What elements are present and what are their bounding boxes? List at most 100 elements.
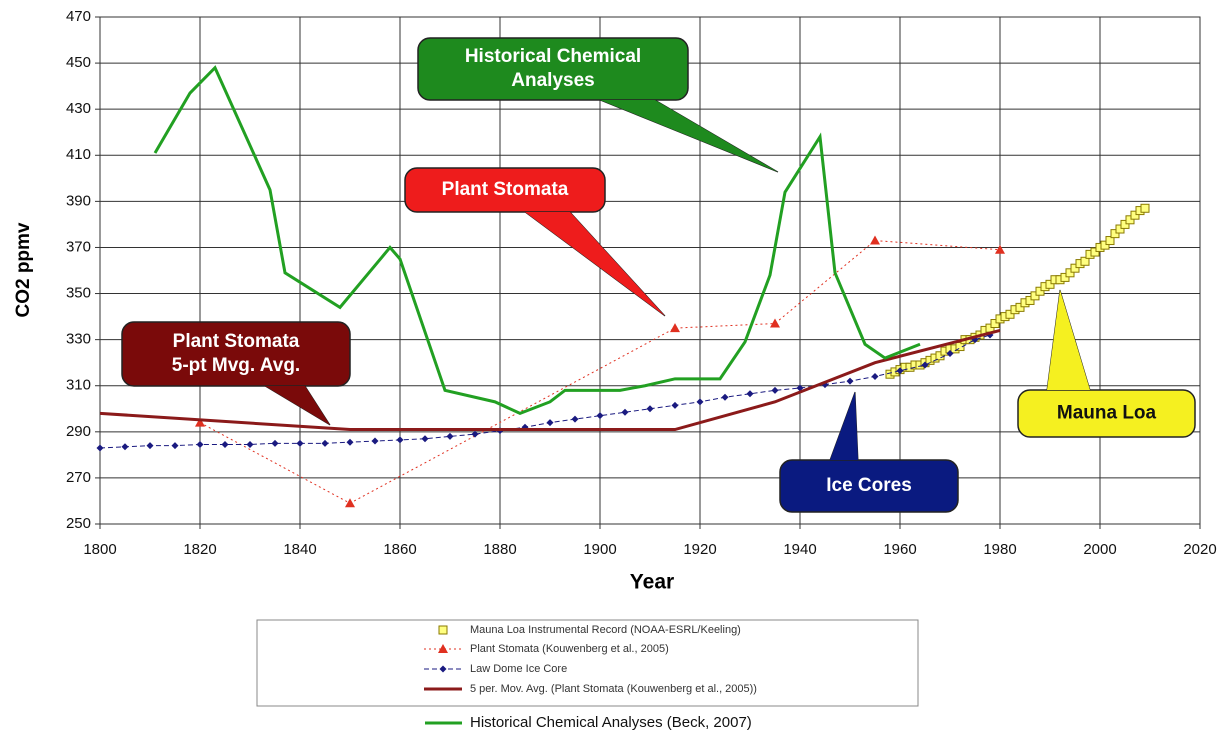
callout-text: Historical Chemical bbox=[465, 46, 641, 67]
x-tick-label: 1840 bbox=[283, 541, 316, 558]
x-tick-label: 1820 bbox=[183, 541, 216, 558]
marker bbox=[345, 498, 355, 508]
marker bbox=[746, 390, 754, 398]
marker bbox=[1015, 302, 1025, 312]
y-tick-label: 250 bbox=[66, 515, 91, 532]
marker bbox=[421, 435, 429, 443]
marker bbox=[696, 398, 704, 406]
callout-box bbox=[1017, 389, 1196, 438]
marker bbox=[1125, 215, 1135, 225]
marker bbox=[1060, 272, 1070, 282]
x-tick-label: 1940 bbox=[783, 541, 816, 558]
x-tick-label: 1880 bbox=[483, 541, 516, 558]
marker bbox=[621, 408, 629, 416]
marker bbox=[1005, 309, 1015, 319]
series-line bbox=[199, 240, 1001, 504]
callout-text: Mauna Loa bbox=[1057, 403, 1157, 424]
x-tick-label: 1860 bbox=[383, 541, 416, 558]
y-tick-label: 430 bbox=[66, 100, 91, 117]
marker bbox=[146, 442, 154, 450]
x-tick-label: 2000 bbox=[1083, 541, 1116, 558]
legend-label: Mauna Loa Instrumental Record (NOAA-ESRL… bbox=[470, 624, 741, 636]
x-axis-label: Year bbox=[630, 571, 674, 594]
marker bbox=[1140, 203, 1150, 213]
marker bbox=[646, 405, 654, 413]
callout-pointer-fill bbox=[1047, 290, 1090, 390]
marker bbox=[596, 412, 604, 420]
y-tick-label: 350 bbox=[66, 285, 91, 302]
marker bbox=[195, 417, 205, 427]
marker bbox=[721, 393, 729, 401]
x-tick-label: 1960 bbox=[883, 541, 916, 558]
marker bbox=[770, 318, 780, 328]
x-tick-label: 1980 bbox=[983, 541, 1016, 558]
marker bbox=[896, 367, 904, 375]
callout-text: 5-pt Mvg. Avg. bbox=[172, 355, 300, 376]
marker bbox=[990, 319, 1000, 329]
y-tick-label: 410 bbox=[66, 146, 91, 163]
callout-text: Ice Cores bbox=[826, 475, 912, 496]
marker bbox=[446, 432, 454, 440]
y-tick-label: 290 bbox=[66, 423, 91, 440]
legend-label: 5 per. Mov. Avg. (Plant Stomata (Kouwenb… bbox=[470, 683, 757, 695]
callout-text: Plant Stomata bbox=[173, 331, 300, 352]
marker bbox=[671, 401, 679, 409]
y-tick-label: 310 bbox=[66, 377, 91, 394]
marker bbox=[471, 430, 479, 438]
callout-pointer-fill bbox=[830, 392, 858, 460]
marker bbox=[1025, 295, 1035, 305]
callout-box bbox=[779, 459, 959, 513]
legend-label: Plant Stomata (Kouwenberg et al., 2005) bbox=[470, 643, 669, 655]
marker bbox=[246, 440, 254, 448]
marker bbox=[771, 386, 779, 394]
marker bbox=[1115, 224, 1125, 234]
x-tick-label: 1800 bbox=[83, 541, 116, 558]
marker bbox=[946, 349, 954, 357]
marker bbox=[439, 665, 447, 673]
marker bbox=[1045, 279, 1055, 289]
marker bbox=[1080, 256, 1090, 266]
callout-pointer-fill bbox=[525, 212, 665, 316]
marker bbox=[296, 439, 304, 447]
marker bbox=[396, 436, 404, 444]
marker bbox=[1090, 247, 1100, 257]
marker bbox=[571, 415, 579, 423]
callout-text: Plant Stomata bbox=[442, 179, 569, 200]
y-tick-label: 370 bbox=[66, 238, 91, 255]
marker bbox=[96, 444, 104, 452]
marker bbox=[271, 439, 279, 447]
y-tick-label: 470 bbox=[66, 8, 91, 25]
marker bbox=[1100, 240, 1110, 250]
marker bbox=[346, 438, 354, 446]
legend-label: Historical Chemical Analyses (Beck, 2007… bbox=[470, 714, 752, 731]
x-tick-label: 1920 bbox=[683, 541, 716, 558]
marker bbox=[955, 342, 965, 352]
y-tick-label: 450 bbox=[66, 54, 91, 71]
series-line bbox=[153, 65, 921, 416]
callout-pointer-fill bbox=[265, 386, 330, 425]
marker bbox=[371, 437, 379, 445]
marker bbox=[171, 442, 179, 450]
marker bbox=[670, 323, 680, 333]
series-line bbox=[99, 328, 1001, 432]
marker bbox=[1035, 286, 1045, 296]
y-tick-label: 330 bbox=[66, 331, 91, 348]
marker bbox=[321, 439, 329, 447]
legend-label: Law Dome Ice Core bbox=[470, 663, 567, 675]
y-axis-label: CO2 ppmv bbox=[13, 222, 34, 317]
marker bbox=[921, 361, 929, 369]
marker bbox=[1120, 219, 1130, 229]
callout-box bbox=[417, 37, 689, 101]
marker bbox=[1065, 268, 1075, 278]
marker bbox=[1105, 236, 1115, 246]
marker bbox=[196, 440, 204, 448]
marker bbox=[1130, 210, 1140, 220]
marker bbox=[995, 244, 1005, 254]
marker bbox=[846, 377, 854, 385]
marker bbox=[438, 625, 448, 635]
marker bbox=[121, 443, 129, 451]
marker bbox=[546, 419, 554, 427]
y-tick-label: 390 bbox=[66, 192, 91, 209]
callout-box bbox=[404, 167, 606, 213]
